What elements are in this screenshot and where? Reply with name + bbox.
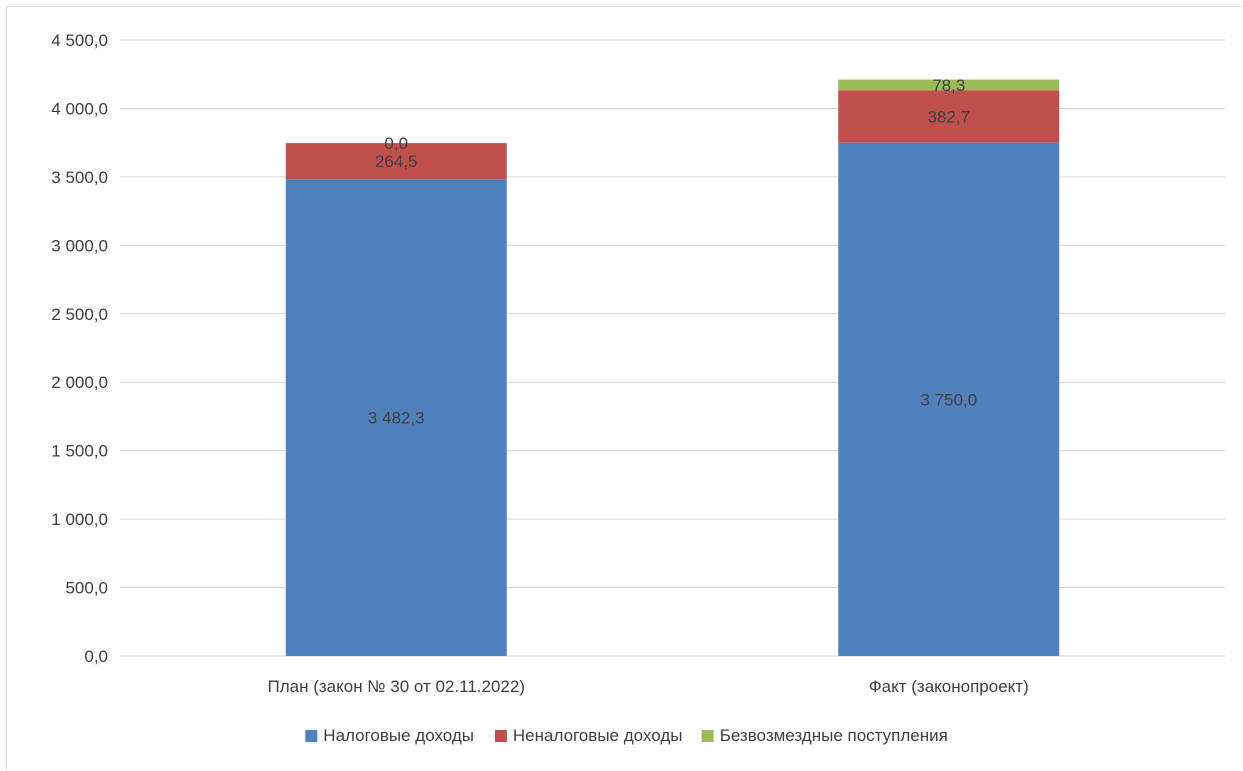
chart-area <box>6 6 1242 770</box>
y-axis-ticks: 0,0 500,0 1 000,0 1 500,0 2 000,0 2 500,0 3 00… <box>51 31 108 666</box>
legend-label: Неналоговые доходы <box>513 726 683 745</box>
data-label: 264,5 <box>375 152 418 171</box>
legend-swatch <box>701 730 714 742</box>
x-category-label: Факт (законопроект) <box>869 677 1029 696</box>
data-label: 78,3 <box>932 76 965 95</box>
bar-segment <box>285 143 507 180</box>
legend-label: Налоговые доходы <box>323 726 474 745</box>
y-tick-label: 2 000,0 <box>51 373 108 392</box>
data-label: 3 482,3 <box>368 409 425 428</box>
y-tick-label: 4 500,0 <box>51 31 108 50</box>
y-tick-label: 4 000,0 <box>51 99 108 118</box>
y-tick-label: 2 500,0 <box>51 305 108 324</box>
x-category-label: План (закон № 30 от 02.11.2022) <box>268 677 525 696</box>
bars <box>285 79 1060 656</box>
data-label: 3 750,0 <box>920 390 977 409</box>
y-tick-label: 3 500,0 <box>51 168 108 187</box>
y-tick-label: 3 000,0 <box>51 236 108 255</box>
bar-segment <box>838 142 1060 656</box>
legend-swatch <box>494 730 507 742</box>
data-label: 0,0 <box>384 134 408 153</box>
bar-segment <box>838 90 1060 143</box>
data-label: 382,7 <box>927 107 970 126</box>
legend-label: Безвозмездные поступления <box>720 726 948 745</box>
y-tick-label: 0,0 <box>84 647 108 666</box>
x-axis-categories: План (закон № 30 от 02.11.2022) Факт (зак… <box>268 677 1029 696</box>
bar-segment <box>285 179 507 656</box>
bar-segment <box>838 79 1060 91</box>
y-tick-label: 1 500,0 <box>51 442 108 461</box>
legend-swatch <box>305 730 318 742</box>
y-tick-label: 1 000,0 <box>51 510 108 529</box>
y-tick-label: 500,0 <box>65 579 108 598</box>
data-labels: 3 482,3 264,50,0 3 750,0 382,7 78,3 <box>368 76 977 428</box>
legend: Налоговые доходы Неналоговые доходы Безвоз… <box>305 726 948 745</box>
